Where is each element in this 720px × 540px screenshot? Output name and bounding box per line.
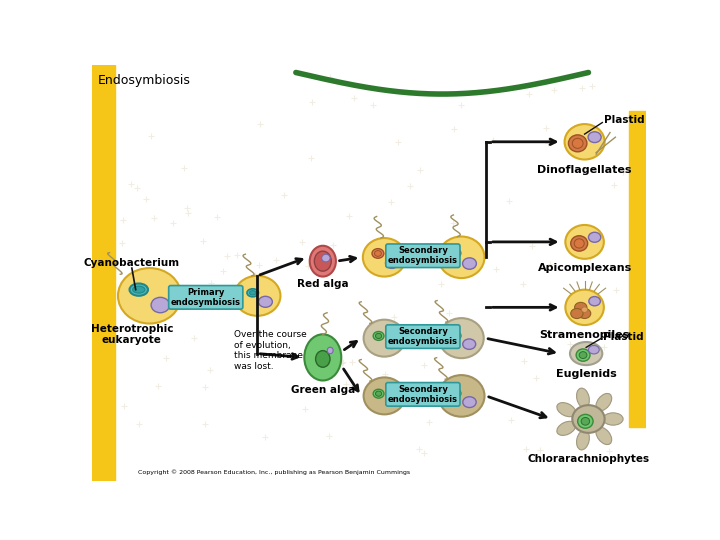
Ellipse shape (439, 318, 484, 358)
Ellipse shape (572, 138, 583, 149)
Ellipse shape (449, 331, 461, 341)
Ellipse shape (603, 413, 623, 425)
Ellipse shape (374, 251, 382, 256)
Ellipse shape (372, 248, 384, 258)
Ellipse shape (363, 238, 406, 276)
Ellipse shape (577, 430, 590, 450)
Text: Cyanobacterium: Cyanobacterium (84, 259, 180, 268)
Ellipse shape (386, 339, 397, 348)
Text: Secondary
endosymbiosis: Secondary endosymbiosis (388, 327, 458, 346)
Ellipse shape (462, 258, 477, 269)
Bar (92, 65, 115, 481)
Ellipse shape (327, 347, 333, 354)
Ellipse shape (315, 350, 330, 367)
Ellipse shape (438, 237, 485, 278)
Ellipse shape (385, 258, 398, 268)
Ellipse shape (577, 414, 593, 428)
Ellipse shape (588, 132, 601, 143)
Ellipse shape (234, 276, 281, 316)
Ellipse shape (305, 334, 341, 381)
Bar (629, 111, 647, 427)
Ellipse shape (438, 375, 485, 417)
Ellipse shape (250, 291, 256, 295)
Ellipse shape (373, 332, 384, 340)
Ellipse shape (577, 388, 590, 408)
Ellipse shape (322, 254, 330, 262)
Ellipse shape (451, 333, 459, 339)
Text: Euglenids: Euglenids (556, 369, 616, 379)
Ellipse shape (579, 352, 587, 359)
Ellipse shape (132, 286, 145, 293)
Ellipse shape (564, 124, 605, 159)
Ellipse shape (570, 342, 603, 365)
Text: Green alga: Green alga (291, 384, 355, 395)
Ellipse shape (315, 251, 331, 271)
Text: Apicomplexans: Apicomplexans (537, 263, 631, 273)
Ellipse shape (386, 397, 397, 406)
Ellipse shape (571, 308, 583, 319)
Ellipse shape (451, 250, 458, 256)
Text: Plastid: Plastid (604, 115, 644, 125)
Ellipse shape (130, 284, 148, 296)
Text: Heterotrophic
eukaryote: Heterotrophic eukaryote (91, 323, 173, 345)
Ellipse shape (576, 349, 590, 361)
Ellipse shape (463, 339, 476, 349)
Text: Endosymbiosis: Endosymbiosis (98, 74, 191, 87)
Ellipse shape (258, 296, 272, 307)
Ellipse shape (565, 289, 604, 325)
Text: Red alga: Red alga (297, 279, 348, 289)
Ellipse shape (572, 405, 605, 433)
Ellipse shape (571, 236, 588, 251)
Ellipse shape (449, 388, 461, 399)
Ellipse shape (364, 377, 405, 414)
Text: Stramenopiles: Stramenopiles (539, 330, 630, 340)
Ellipse shape (463, 397, 476, 408)
Ellipse shape (568, 135, 587, 152)
Ellipse shape (557, 403, 576, 417)
Text: Plastid: Plastid (603, 332, 644, 342)
Text: Secondary
endosymbiosis: Secondary endosymbiosis (388, 246, 458, 266)
Ellipse shape (575, 302, 587, 312)
Text: Primary
endosymbiosis: Primary endosymbiosis (171, 288, 240, 307)
Ellipse shape (578, 308, 590, 319)
Ellipse shape (596, 394, 612, 411)
Ellipse shape (582, 307, 588, 312)
Ellipse shape (589, 296, 600, 306)
Text: Secondary
endosymbiosis: Secondary endosymbiosis (388, 384, 458, 404)
Ellipse shape (596, 427, 612, 444)
Ellipse shape (373, 389, 384, 398)
Ellipse shape (588, 232, 600, 242)
Ellipse shape (588, 346, 599, 354)
Ellipse shape (581, 417, 590, 425)
Ellipse shape (118, 268, 181, 323)
Ellipse shape (375, 333, 382, 339)
Ellipse shape (557, 421, 576, 435)
Ellipse shape (575, 239, 584, 248)
Ellipse shape (565, 225, 604, 259)
Ellipse shape (375, 391, 382, 396)
Text: Copyright © 2008 Pearson Education, Inc., publishing as Pearson Benjamin Cumming: Copyright © 2008 Pearson Education, Inc.… (138, 470, 410, 475)
Ellipse shape (448, 248, 461, 258)
Ellipse shape (247, 289, 258, 297)
Text: Over the course
of evolution,
this membrane
was lost.: Over the course of evolution, this membr… (234, 330, 307, 370)
Ellipse shape (364, 320, 405, 356)
Ellipse shape (310, 246, 336, 276)
Ellipse shape (451, 390, 459, 396)
Text: Chlorarachniophytes: Chlorarachniophytes (527, 454, 649, 464)
Ellipse shape (151, 298, 170, 313)
Text: Dinoflagellates: Dinoflagellates (537, 165, 632, 174)
